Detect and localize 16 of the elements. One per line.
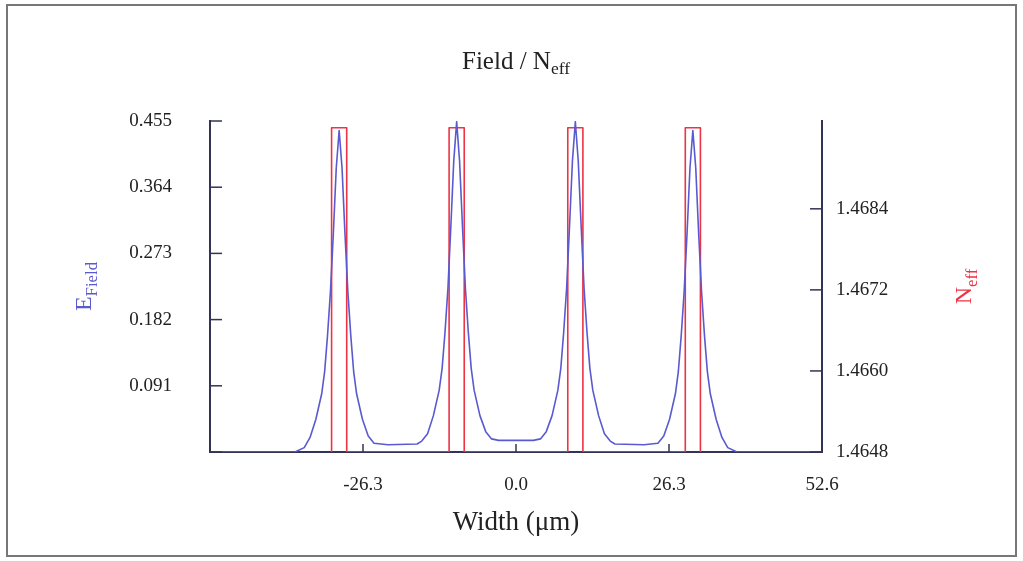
y2-tick-label: 1.4672 (836, 277, 889, 299)
y-tick-label: 0.455 (129, 108, 172, 130)
y-tick-label: 0.182 (129, 307, 172, 329)
y2-tick-label: 1.4648 (836, 439, 889, 461)
x-tick-label: 26.3 (652, 473, 686, 495)
y-tick-label: 0.364 (129, 175, 173, 197)
y-tick-label: 0.273 (129, 241, 172, 263)
y2-tick-label: 1.4660 (836, 358, 889, 380)
y2-axis-title: Neff (950, 268, 981, 305)
x-tick-label: 0.0 (504, 473, 528, 495)
y2-tick-label: 1.4684 (836, 196, 889, 218)
y-tick-label: 0.091 (129, 373, 172, 395)
x-tick-label: 52.6 (805, 473, 839, 495)
x-axis-title: Width (μm) (452, 506, 580, 537)
y-axis-title: EField (70, 261, 101, 312)
x-tick-label: -26.3 (343, 473, 383, 495)
